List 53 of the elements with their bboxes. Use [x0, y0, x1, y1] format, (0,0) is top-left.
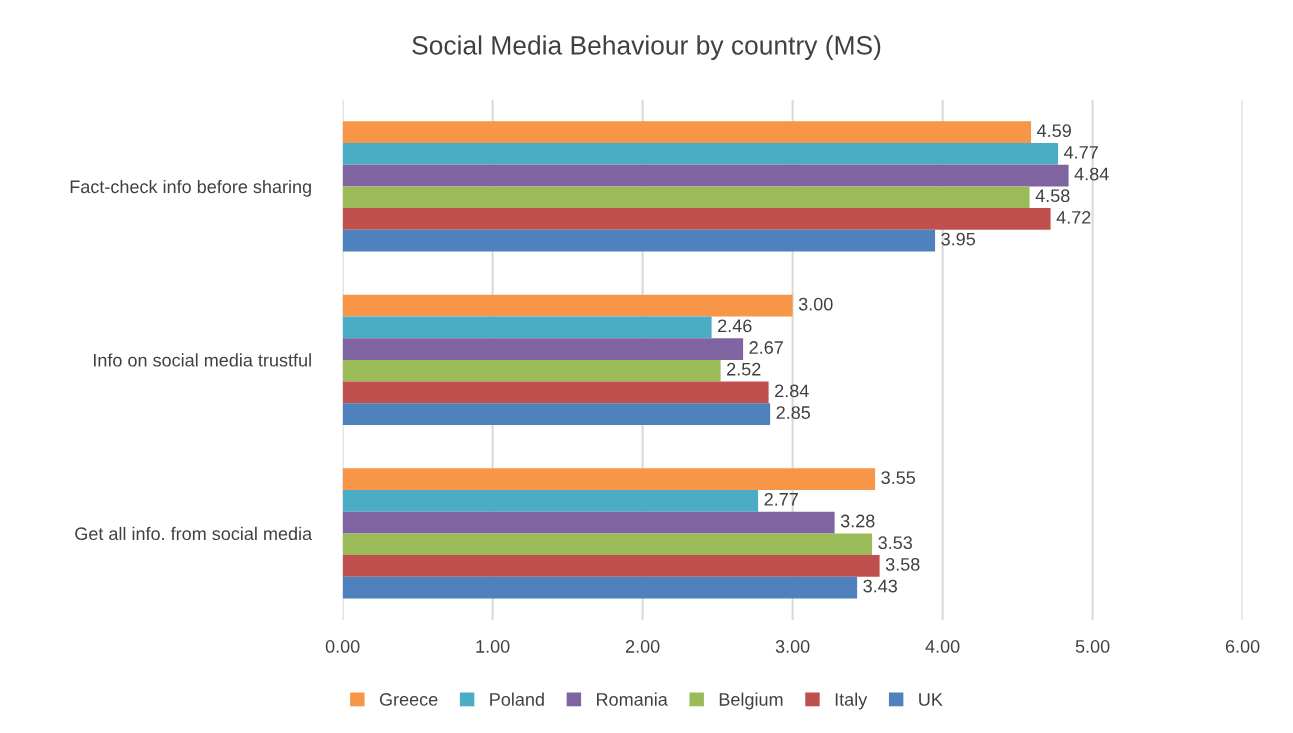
data-label: 3.55 [881, 471, 916, 485]
legend-label: Romania [597, 692, 668, 706]
data-label: 4.59 [1037, 124, 1071, 138]
bar [342, 186, 1030, 209]
legend-label: UK [919, 693, 943, 706]
data-label: 3.00 [798, 297, 833, 311]
x-tick-label: 4.00 [925, 640, 960, 653]
data-label: 4.72 [1056, 211, 1091, 224]
data-label: 4.84 [1074, 167, 1109, 181]
bar [342, 468, 876, 491]
bar [342, 403, 771, 425]
bar [342, 316, 712, 339]
bar [342, 490, 759, 512]
bar [342, 229, 936, 252]
bar [342, 533, 873, 556]
x-tick-label: 5.00 [1075, 640, 1110, 653]
data-label: 3.95 [941, 232, 976, 246]
chart-title: Social Media Behaviour by country (MS) [412, 35, 881, 60]
bar [342, 359, 721, 382]
bar [342, 143, 1059, 165]
data-label: 3.58 [885, 557, 920, 571]
bar [342, 121, 1032, 144]
x-tick-label: 6.00 [1225, 640, 1260, 653]
legend-label: Greece [379, 693, 438, 706]
bar [342, 338, 744, 360]
data-label: 2.46 [718, 319, 752, 333]
y-tick-label: Fact-check info before sharing [70, 179, 311, 197]
bar [342, 294, 793, 317]
legend-label: Italy [835, 692, 868, 710]
bar [342, 381, 769, 404]
data-label: 3.43 [863, 579, 898, 593]
bar [342, 208, 1051, 230]
y-tick-label: Get all info. from social media [75, 526, 313, 541]
x-tick-label: 0.00 [325, 640, 360, 653]
x-tick-label: 1.00 [476, 640, 510, 653]
data-label: 2.67 [749, 341, 783, 354]
data-label: 3.53 [878, 536, 913, 550]
bar [342, 511, 835, 534]
data-label: 3.28 [840, 514, 875, 528]
x-tick-label: 3.00 [775, 640, 810, 653]
x-tick-label: 2.00 [625, 640, 660, 653]
bar [342, 164, 1069, 187]
data-label: 2.84 [775, 384, 809, 398]
data-label: 2.77 [764, 492, 798, 506]
data-label: 4.58 [1035, 189, 1070, 203]
legend-label: Belgium [719, 692, 783, 710]
bar [342, 576, 858, 599]
bar [342, 555, 880, 577]
y-tick-label: Info on social media trustful [93, 353, 311, 367]
data-label: 2.52 [727, 362, 761, 376]
data-label: 4.77 [1064, 146, 1098, 159]
data-label: 2.85 [776, 406, 811, 419]
legend-label: Poland [490, 692, 544, 706]
